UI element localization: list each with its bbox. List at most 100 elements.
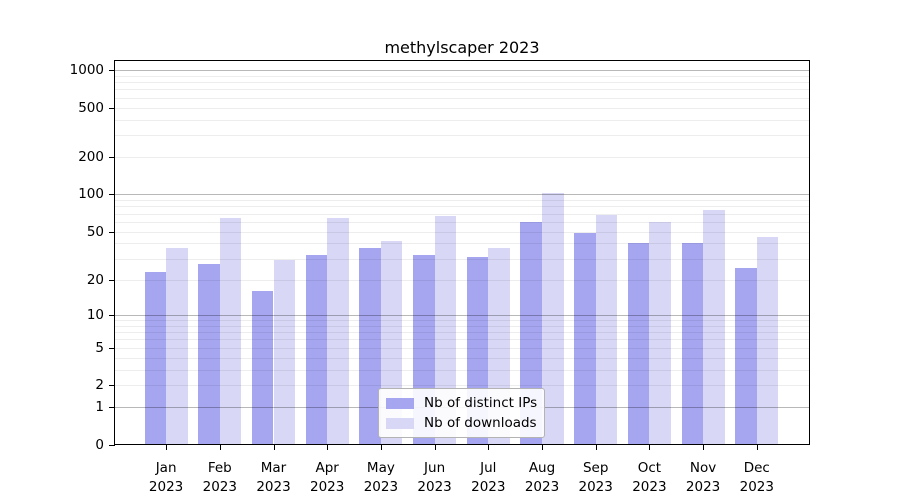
y-tick-mark [109, 194, 115, 196]
x-axis-tick-label: Apr 2023 [310, 460, 345, 495]
x-axis-tick-label: Sep 2023 [578, 460, 613, 495]
bar-downloads [649, 221, 671, 445]
x-tick-mark [166, 445, 168, 450]
minor-gridline [115, 119, 809, 121]
bar-distinct-ips [251, 291, 274, 445]
x-axis-tick-label: Jul 2023 [471, 460, 506, 495]
minor-gridline [115, 369, 809, 371]
chart-title: methylscaper 2023 [384, 38, 540, 57]
x-tick-mark [273, 445, 275, 450]
minor-gridline [115, 320, 809, 322]
bar-downloads [756, 237, 779, 445]
minor-gridline [115, 89, 809, 91]
minor-gridline [115, 75, 809, 77]
minor-gridline [115, 332, 809, 334]
bar-distinct-ips [574, 232, 596, 445]
minor-gridline [115, 135, 809, 137]
y-axis-tick-label: 2 [95, 377, 104, 394]
y-tick-mark [109, 107, 115, 109]
bar-downloads [595, 215, 618, 445]
bar-downloads [327, 217, 349, 445]
y-axis-tick-label: 10 [86, 306, 104, 323]
y-axis-tick-label: 1000 [69, 62, 104, 78]
y-axis-tick-label: 5 [95, 339, 104, 356]
major-gridline [115, 70, 809, 71]
y-tick-mark [109, 70, 115, 71]
y-tick-mark [109, 231, 115, 233]
legend-entry-downloads: Nb of downloads [386, 415, 537, 431]
x-tick-mark [434, 445, 436, 450]
minor-gridline [115, 157, 809, 159]
legend-swatch-downloads [386, 417, 414, 429]
x-tick-mark [488, 445, 490, 450]
x-tick-mark [542, 445, 543, 450]
y-tick-mark [109, 347, 115, 349]
bar-downloads [434, 215, 457, 445]
bar-downloads [166, 247, 188, 445]
bar-distinct-ips [681, 243, 704, 445]
minor-gridline [115, 258, 809, 260]
bar-distinct-ips [359, 247, 381, 445]
legend: Nb of distinct IPs Nb of downloads [378, 388, 545, 438]
minor-gridline [115, 243, 809, 245]
bar-downloads [542, 193, 564, 445]
minor-gridline [115, 385, 809, 387]
minor-gridline [115, 97, 809, 99]
x-tick-mark [380, 445, 382, 450]
x-axis-tick-label: Jun 2023 [417, 460, 452, 495]
minor-gridline [115, 231, 809, 233]
x-axis-tick-label: Oct 2023 [632, 460, 667, 495]
x-axis-tick-label: Dec 2023 [739, 460, 774, 495]
y-tick-mark [109, 385, 115, 387]
legend-entry-distinct-ips: Nb of distinct IPs [386, 395, 537, 411]
minor-gridline [115, 325, 809, 327]
y-tick-mark [109, 279, 115, 281]
minor-gridline [115, 221, 809, 223]
x-axis-tick-label: Feb 2023 [202, 460, 237, 495]
legend-swatch-distinct-ips [386, 397, 414, 409]
y-axis-tick-label: 200 [78, 149, 104, 166]
y-tick-mark [109, 407, 115, 409]
x-axis-tick-label: Aug 2023 [524, 460, 560, 495]
minor-gridline [115, 339, 809, 341]
legend-label-downloads: Nb of downloads [424, 415, 537, 431]
y-axis-tick-label: 20 [86, 271, 104, 288]
bar-distinct-ips [198, 264, 220, 445]
minor-gridline [115, 206, 809, 208]
x-axis-tick-label: Mar 2023 [256, 460, 291, 495]
x-tick-mark [649, 445, 651, 450]
y-tick-mark [109, 314, 115, 316]
y-axis-tick-label: 50 [86, 223, 104, 240]
y-tick-mark [109, 445, 115, 446]
x-tick-mark [327, 445, 329, 450]
major-gridline [115, 194, 809, 196]
minor-gridline [115, 279, 809, 281]
bar-downloads [703, 209, 725, 445]
y-tick-mark [109, 157, 115, 159]
bar-distinct-ips [735, 268, 757, 445]
y-axis-tick-label: 100 [78, 186, 104, 203]
minor-gridline [115, 357, 809, 359]
y-axis-tick-label: 1 [95, 399, 104, 416]
minor-gridline [115, 200, 809, 202]
x-axis-tick-label: Jan 2023 [148, 460, 184, 495]
y-axis-tick-label: 500 [78, 99, 104, 116]
x-tick-mark [219, 445, 221, 450]
minor-gridline [115, 213, 809, 215]
minor-gridline [115, 347, 809, 349]
bar-distinct-ips [627, 243, 650, 445]
bar-distinct-ips [144, 272, 167, 445]
minor-gridline [115, 107, 809, 109]
major-gridline [115, 314, 809, 316]
y-axis-tick-label: 0 [95, 437, 104, 453]
minor-gridline [115, 82, 809, 84]
x-axis-tick-label: May 2023 [363, 460, 399, 495]
x-tick-mark [703, 445, 705, 450]
x-axis-tick-label: Nov 2023 [685, 460, 721, 495]
legend-label-distinct-ips: Nb of distinct IPs [424, 395, 538, 411]
bar-downloads [273, 260, 296, 445]
bar-downloads [219, 218, 242, 445]
bar-distinct-ips [305, 255, 328, 445]
x-tick-mark [756, 445, 758, 450]
